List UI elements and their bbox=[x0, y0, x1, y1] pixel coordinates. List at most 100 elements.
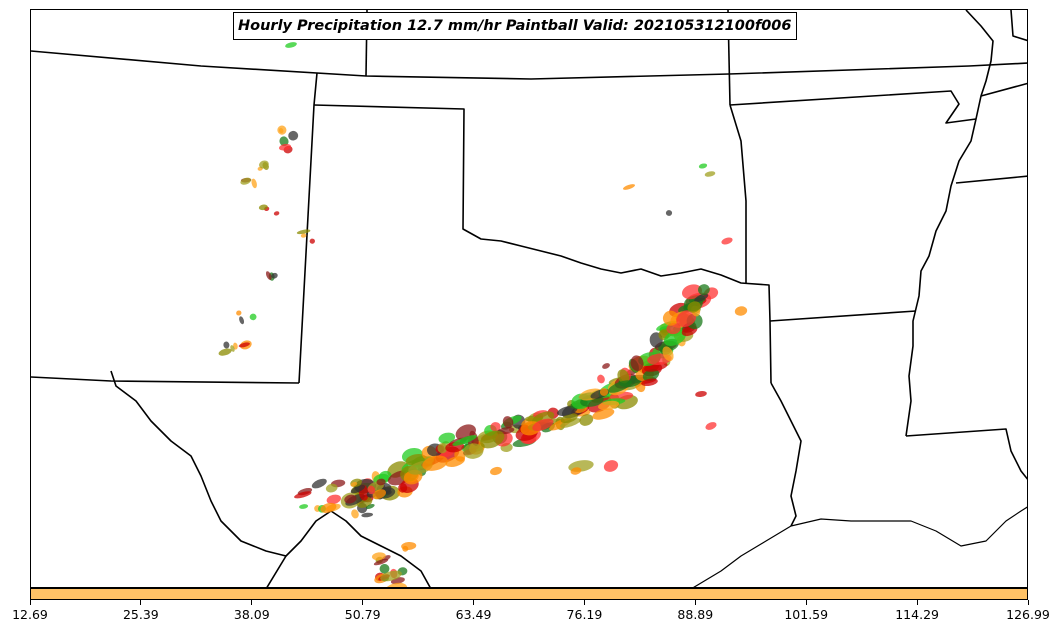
tx-la-border bbox=[770, 382, 802, 527]
precip-blob bbox=[351, 509, 359, 519]
precip-blob bbox=[402, 545, 409, 552]
colorbar-tick-label: 76.19 bbox=[566, 607, 603, 622]
precip-blob bbox=[570, 467, 582, 475]
precip-blob bbox=[398, 483, 408, 493]
precip-blob bbox=[630, 355, 644, 372]
precip-blob bbox=[376, 478, 386, 486]
precip-blob bbox=[445, 456, 465, 467]
precip-blob bbox=[325, 483, 338, 493]
precip-blob bbox=[365, 504, 375, 509]
precip-blob bbox=[532, 418, 554, 432]
ok-ar-border bbox=[729, 104, 747, 283]
colorbar-tick-label: 63.49 bbox=[455, 607, 492, 622]
precip-blob bbox=[279, 136, 289, 147]
precip-blob bbox=[344, 494, 357, 504]
colorbar-tick bbox=[473, 600, 475, 605]
precip-blob bbox=[502, 416, 514, 429]
precip-blob bbox=[665, 210, 673, 216]
colorbar-tick bbox=[251, 600, 253, 605]
precip-blob bbox=[705, 422, 717, 430]
precip-blob bbox=[704, 171, 716, 177]
precip-blob bbox=[437, 443, 448, 454]
precip-blob bbox=[223, 341, 230, 349]
precip-blob bbox=[278, 143, 292, 151]
precip-blob bbox=[384, 582, 408, 587]
map-canvas bbox=[31, 10, 1027, 587]
precip-blob bbox=[603, 460, 619, 472]
la-ms-border bbox=[905, 428, 1027, 480]
precip-blob bbox=[239, 316, 245, 325]
precip-blob bbox=[602, 363, 610, 369]
precip-blob bbox=[694, 293, 709, 302]
colorbar-tick-label: 38.09 bbox=[233, 607, 270, 622]
precip-blob bbox=[273, 211, 280, 216]
precip-blob bbox=[695, 391, 707, 397]
precip-blob bbox=[350, 484, 366, 494]
tx-mexico-border bbox=[266, 555, 287, 587]
precip-blob bbox=[294, 491, 312, 499]
colorbar-tick-label: 101.59 bbox=[784, 607, 829, 622]
precip-blob bbox=[579, 414, 594, 426]
precip-blob bbox=[285, 42, 297, 48]
colorbar-tick bbox=[1027, 600, 1029, 605]
precip-blob bbox=[385, 490, 392, 495]
ms-al-border bbox=[955, 175, 1027, 184]
colorbar-tick-label: 88.89 bbox=[677, 607, 714, 622]
colorbar-tick bbox=[694, 600, 696, 605]
precip-blob bbox=[556, 405, 578, 416]
co-ks-south-border bbox=[31, 50, 1027, 80]
precip-blob bbox=[698, 163, 708, 169]
precip-blob bbox=[734, 306, 748, 316]
precip-blob bbox=[367, 485, 376, 495]
precip-blob bbox=[592, 408, 615, 420]
precip-blob bbox=[240, 177, 252, 185]
colorbar-tick-label: 50.79 bbox=[344, 607, 381, 622]
colorbar-tick-label: 25.39 bbox=[122, 607, 159, 622]
precip-blob bbox=[350, 481, 358, 487]
precip-blob bbox=[249, 313, 257, 321]
precip-layer bbox=[218, 42, 748, 587]
precip-blob bbox=[642, 369, 660, 382]
gulf-coast bbox=[693, 506, 1027, 587]
precip-blob bbox=[251, 178, 257, 189]
colorbar-tick bbox=[583, 600, 585, 605]
colorbar-tick-label: 114.29 bbox=[895, 607, 939, 622]
mo-ar-border bbox=[729, 90, 977, 124]
precip-blob bbox=[371, 552, 386, 561]
nm-tx-south bbox=[31, 376, 300, 384]
precip-blob bbox=[288, 130, 299, 141]
ar-la-border bbox=[769, 310, 917, 322]
colorbar-tick bbox=[362, 600, 364, 605]
precip-blob bbox=[258, 160, 269, 169]
precip-blob bbox=[238, 342, 250, 348]
precip-blob bbox=[438, 432, 456, 444]
colorbar-tick bbox=[140, 600, 142, 605]
mississippi-river-border bbox=[905, 10, 994, 437]
precip-blob bbox=[698, 284, 710, 296]
precip-blob bbox=[598, 400, 620, 411]
precip-blob bbox=[597, 374, 605, 384]
precip-blob bbox=[311, 478, 327, 489]
precip-blob bbox=[663, 329, 686, 346]
precip-blob bbox=[490, 466, 502, 476]
colorbar-tick bbox=[805, 600, 807, 605]
precip-blob bbox=[380, 570, 402, 582]
colorbar-tick-label: 12.69 bbox=[12, 607, 48, 622]
precip-blob bbox=[608, 380, 632, 393]
precip-blob bbox=[296, 229, 311, 235]
precip-blob bbox=[560, 418, 581, 428]
oklahoma-border bbox=[313, 104, 772, 384]
precip-blob bbox=[641, 378, 658, 387]
precip-blob bbox=[463, 443, 484, 459]
precip-blob bbox=[271, 272, 278, 279]
precip-blob bbox=[236, 310, 242, 316]
precip-blob bbox=[687, 301, 701, 313]
texas-border bbox=[110, 370, 431, 587]
state-borders bbox=[31, 10, 1027, 587]
precip-blob bbox=[361, 512, 374, 518]
precip-blob bbox=[452, 435, 477, 446]
tn-border bbox=[980, 82, 1027, 97]
precip-blob bbox=[309, 238, 315, 244]
precip-blob bbox=[490, 422, 501, 432]
colorbar bbox=[30, 588, 1028, 600]
